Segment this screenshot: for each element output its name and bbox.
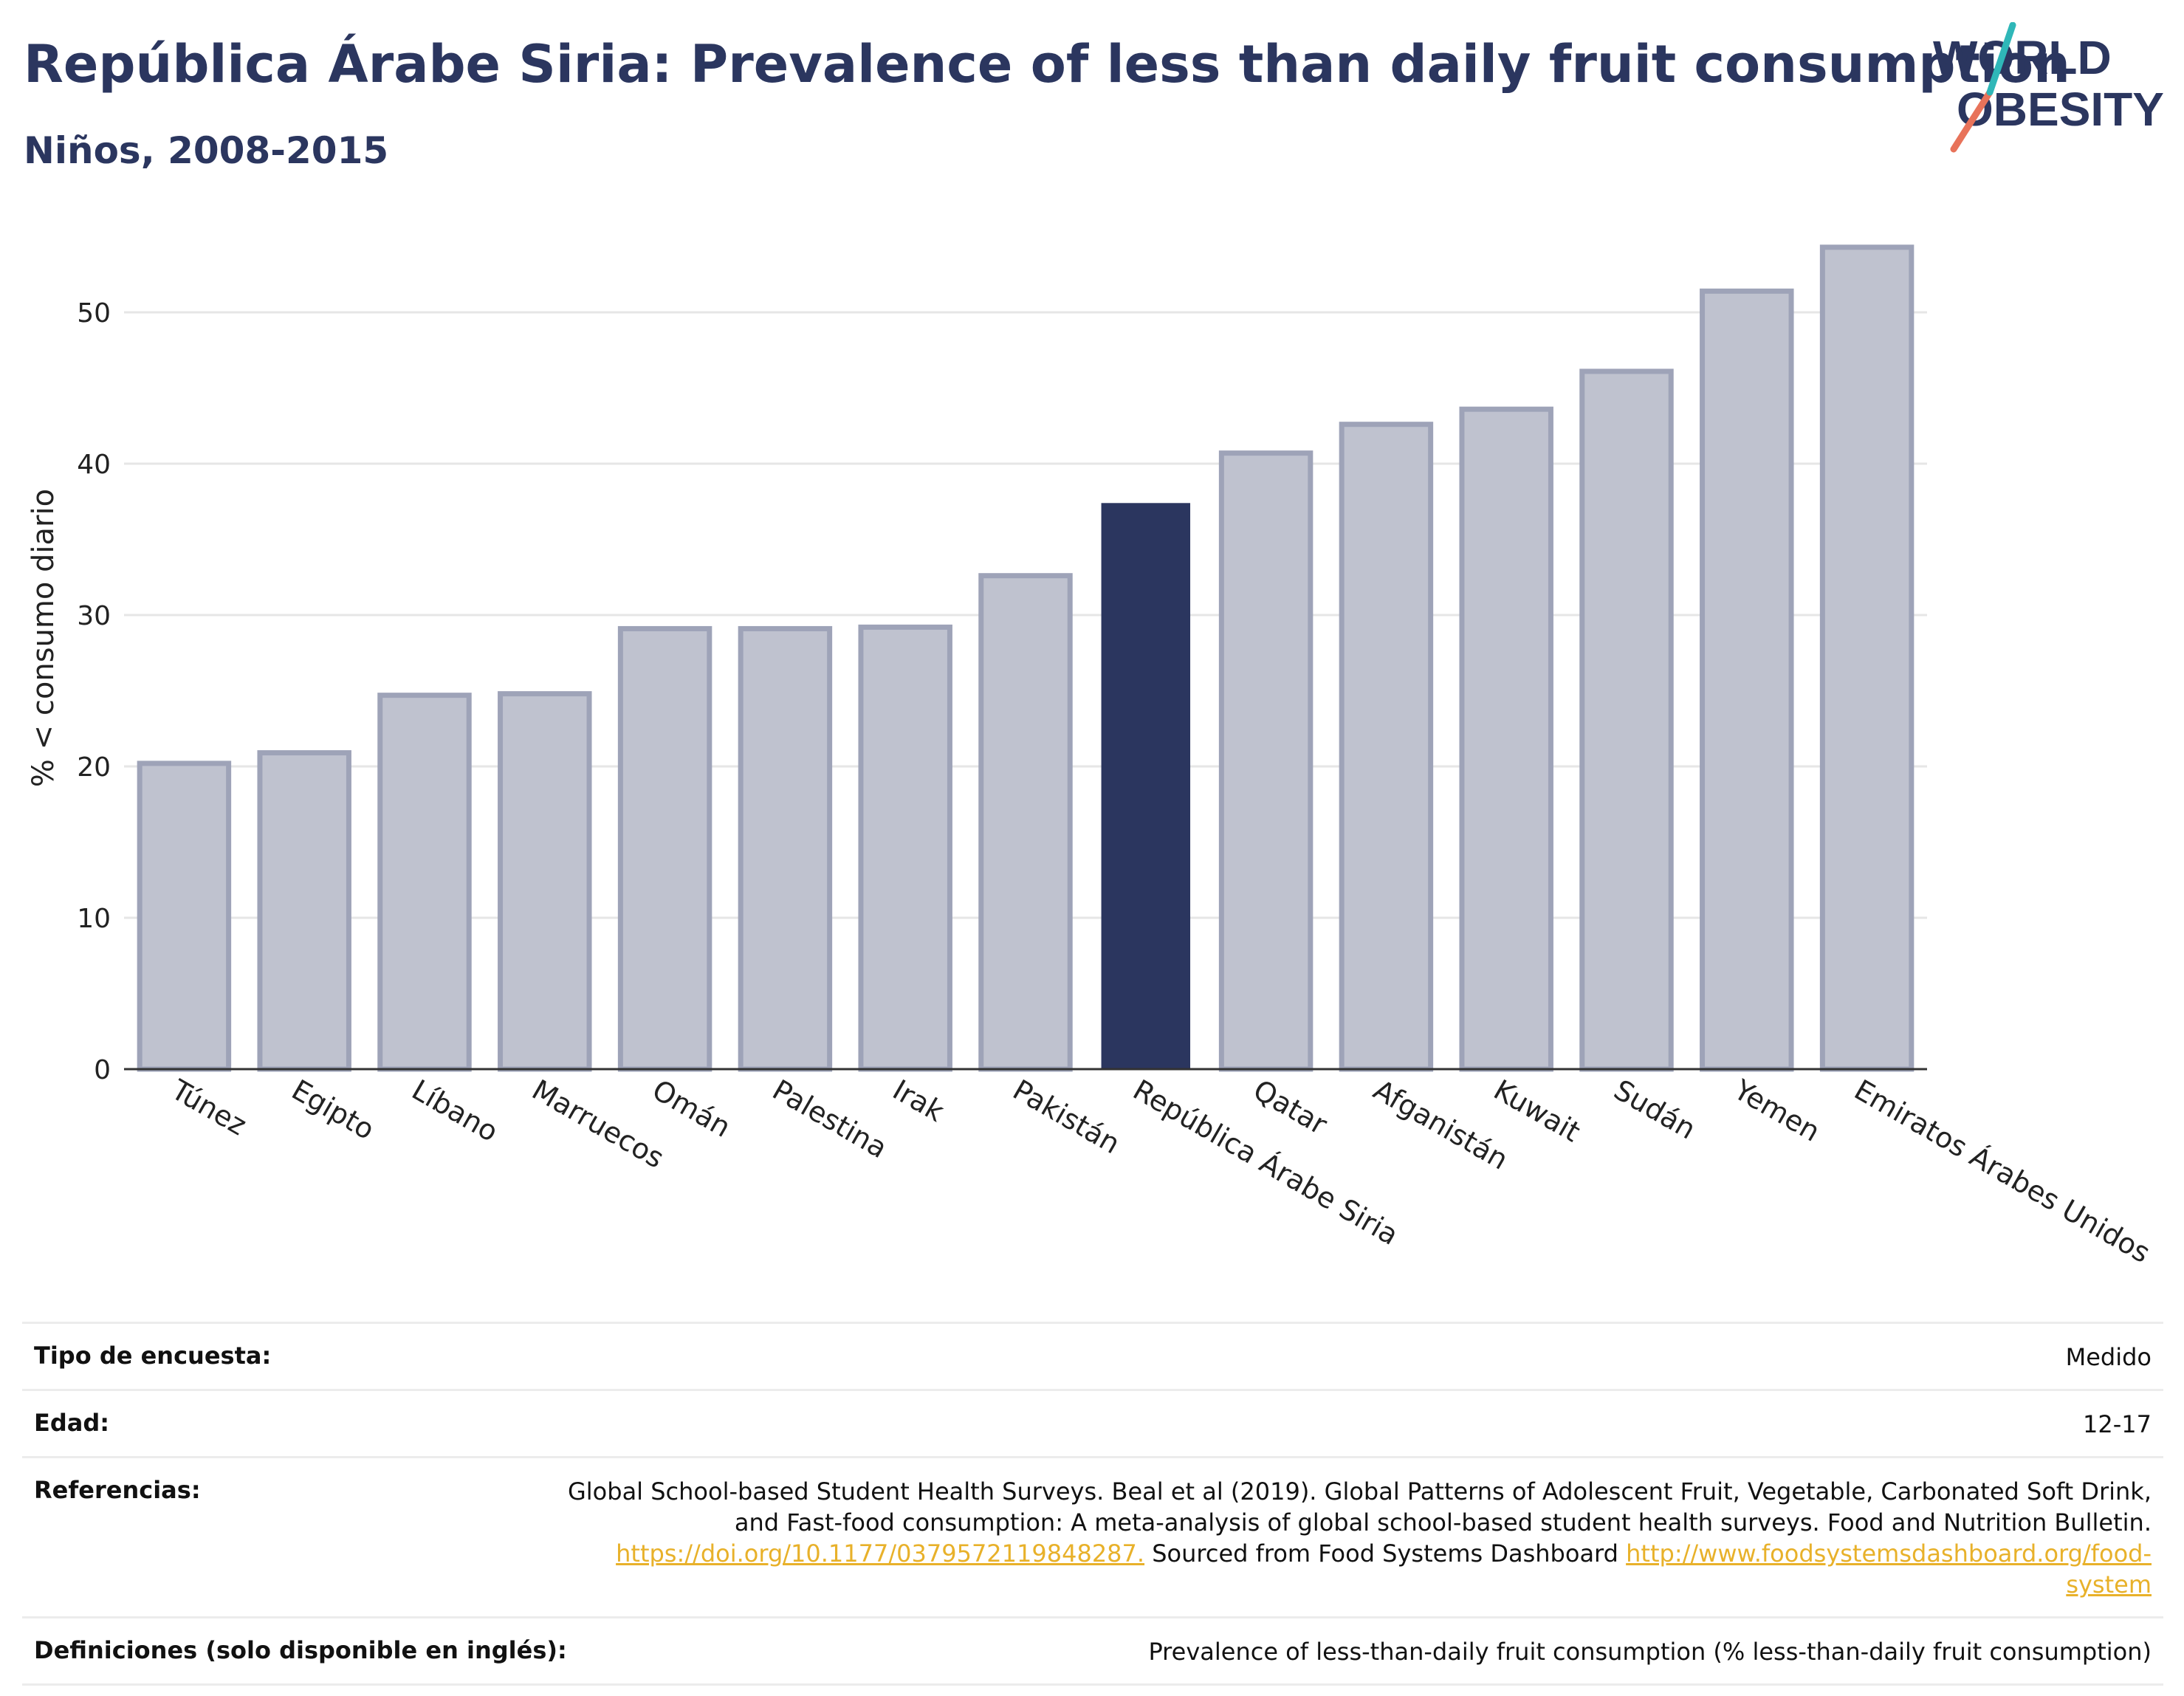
info-row-references: Referencias: Global School-based Student… [22, 1456, 2163, 1616]
x-tick-label: Túnez [165, 1073, 252, 1141]
bar [858, 624, 952, 1072]
bar [1459, 406, 1553, 1072]
x-tick-label: Yemen [1728, 1073, 1825, 1148]
page-title: República Árabe Siria: Prevalence of les… [24, 34, 2070, 95]
bar [1218, 450, 1314, 1072]
bar [137, 761, 232, 1072]
age-value: 12-17 [2083, 1410, 2152, 1438]
info-row-survey: Tipo de encuesta: Medido [22, 1322, 2163, 1389]
definitions-label: Definiciones (solo disponible en inglés)… [34, 1636, 567, 1664]
x-tick-label: Omán [647, 1074, 736, 1144]
bar-chart: 0 10 20 30 40 50 Túnez Egipto Líbano MarruecosOmá… [27, 244, 2156, 1269]
references-value: Global School-based Student Health Surve… [564, 1476, 2152, 1600]
survey-value: Medido [2065, 1343, 2152, 1371]
y-tick-label: 20 [77, 752, 111, 783]
doi-link[interactable]: https://doi.org/10.1177/0379572119848287… [616, 1539, 1145, 1568]
logo-slash-teal [1986, 22, 2016, 96]
bar [257, 750, 351, 1072]
bar [1339, 422, 1434, 1072]
references-text-1: Global School-based Student Health Surve… [567, 1477, 2152, 1537]
definitions-value: Prevalence of less-than-daily fruit cons… [1148, 1638, 2152, 1666]
survey-label: Tipo de encuesta: [34, 1342, 272, 1370]
references-label: Referencias: [34, 1476, 201, 1504]
references-text-2: Sourced from Food Systems Dashboard [1144, 1539, 1627, 1568]
y-tick-label: 50 [77, 298, 111, 329]
bar [377, 693, 472, 1072]
bar [617, 625, 712, 1072]
food-systems-link[interactable]: http://www.foodsystemsdashboard.org/food… [1626, 1539, 2152, 1599]
bar [1819, 244, 1915, 1072]
x-tick-label: Afganistán [1368, 1074, 1514, 1176]
world-obesity-logo: WORLD OBESITY [1933, 22, 2164, 153]
y-tick-label: 40 [77, 450, 111, 480]
info-table: Tipo de encuesta: Medido Edad: 12-17 Ref… [22, 1322, 2163, 1686]
y-tick-label: 30 [77, 601, 111, 631]
x-tick-label: Palestina [767, 1074, 893, 1165]
x-tick-label: Marruecos [526, 1074, 670, 1175]
x-tick-label: Egipto [286, 1074, 380, 1147]
bar [1579, 368, 1674, 1072]
bar [978, 573, 1073, 1072]
info-row-definitions: Definiciones (solo disponible en inglés)… [22, 1616, 2163, 1686]
bar [738, 625, 833, 1072]
age-label: Edad: [34, 1409, 110, 1437]
x-tick-label: Irak [887, 1074, 950, 1128]
logo-line1: WORLD [1933, 31, 2112, 84]
bar [1700, 288, 1794, 1072]
x-tick-label: Emiratos Árabes Unidos [1849, 1074, 2156, 1269]
x-tick-label: Sudán [1609, 1074, 1702, 1146]
logo-slash-red [1950, 89, 1994, 153]
x-tick-label: Pakistán [1008, 1074, 1126, 1161]
y-axis-label: % < consumo diario [27, 489, 61, 787]
bar [498, 691, 592, 1072]
x-tick-label: Líbano [407, 1074, 504, 1148]
x-tick-label: Qatar [1248, 1074, 1333, 1141]
page-subtitle: Niños, 2008-2015 [24, 129, 389, 172]
bar [1101, 503, 1191, 1069]
y-tick-label: 10 [77, 904, 111, 934]
y-tick-label: 0 [94, 1055, 111, 1085]
x-tick-label: Kuwait [1488, 1074, 1586, 1149]
info-row-age: Edad: 12-17 [22, 1389, 2163, 1456]
